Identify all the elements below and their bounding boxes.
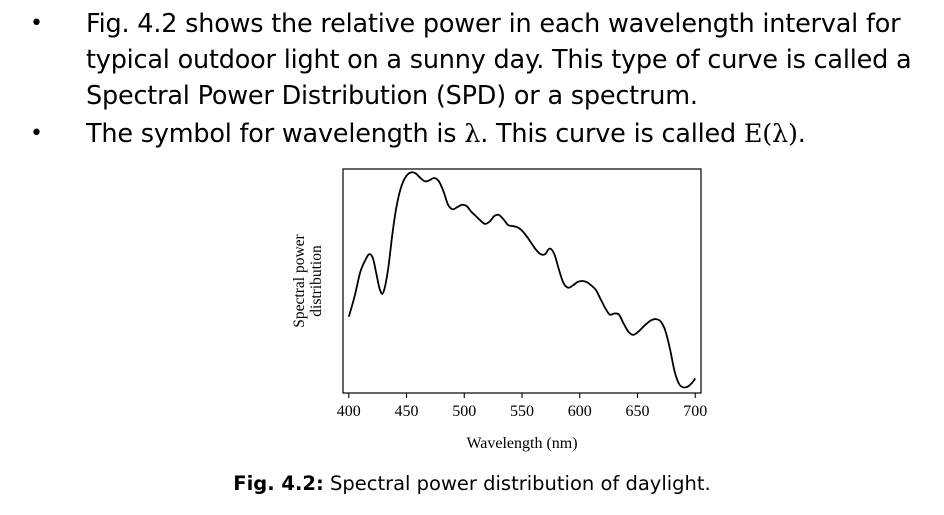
bullet-marker: • (30, 11, 43, 36)
bullet-text-suffix: . (797, 119, 806, 149)
x-tick-label-600: 600 (568, 403, 592, 420)
bullet-marker: • (30, 121, 43, 146)
bullet-item-wavelength-symbol: • The symbol for wavelength is λ. This c… (0, 116, 944, 152)
caption-text: Spectral power distribution of daylight. (323, 472, 711, 495)
bullet-text-middle: . This curve is called (480, 119, 744, 149)
spd-chart: 400 450 500 550 600 650 700 Wavelength (nm) Sp… (291, 168, 707, 452)
x-axis-ticks (348, 393, 696, 398)
x-tick-label-700: 700 (683, 403, 707, 420)
x-tick-label-550: 550 (510, 403, 534, 420)
caption-label: Fig. 4.2: (233, 472, 324, 495)
x-tick-label-400: 400 (337, 403, 361, 420)
y-axis-label-line-1: Spectral power (291, 233, 308, 327)
function-symbol: E(λ) (743, 119, 798, 149)
x-tick-label-450: 450 (395, 403, 419, 420)
figure-caption: Fig. 4.2: Spectral power distribution of… (0, 471, 944, 497)
bullet-text-prefix: The symbol for wavelength is (86, 119, 465, 149)
x-axis-tick-labels: 400 450 500 550 600 650 700 (337, 403, 707, 420)
bullet-list: • Fig. 4.2 shows the relative power in e… (0, 6, 944, 152)
x-axis-label: Wavelength (nm) (466, 435, 577, 452)
bullet-text: Fig. 4.2 shows the relative power in eac… (86, 9, 912, 111)
spd-curve (347, 171, 696, 389)
bullet-item-spd-description: • Fig. 4.2 shows the relative power in e… (0, 6, 944, 114)
plot-frame (342, 168, 702, 394)
y-axis-label-line-2: distribution (308, 245, 325, 317)
lambda-symbol: λ (464, 119, 481, 149)
y-axis-label: Spectral power distribution (291, 233, 325, 327)
x-tick-label-500: 500 (452, 403, 476, 420)
x-tick-label-650: 650 (625, 403, 649, 420)
